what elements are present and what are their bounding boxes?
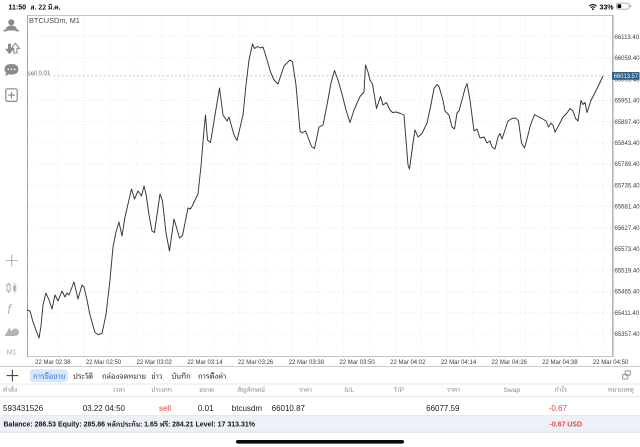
svg-text:593431526: 593431526 bbox=[3, 404, 44, 413]
svg-text:22 Mar 02:50: 22 Mar 02:50 bbox=[86, 360, 122, 366]
svg-text:65897.40: 65897.40 bbox=[615, 120, 640, 126]
svg-text:22 Mar 03:26: 22 Mar 03:26 bbox=[238, 360, 274, 366]
svg-text:M1: M1 bbox=[7, 348, 17, 357]
svg-text:66113.40: 66113.40 bbox=[615, 35, 640, 41]
svg-text:33%: 33% bbox=[599, 4, 614, 11]
svg-text:22 Mar 04:14: 22 Mar 04:14 bbox=[441, 360, 477, 366]
svg-text:S/L: S/L bbox=[344, 387, 354, 394]
svg-text:-0.67: -0.67 bbox=[550, 422, 566, 429]
svg-text:f: f bbox=[7, 302, 12, 317]
svg-text:65357.40: 65357.40 bbox=[615, 332, 640, 338]
svg-text:66077.59: 66077.59 bbox=[426, 404, 460, 413]
svg-text:1.65: 1.65 bbox=[144, 422, 158, 429]
svg-text:65519.40: 65519.40 bbox=[615, 268, 640, 274]
svg-text:22 Mar 04:38: 22 Mar 04:38 bbox=[542, 360, 578, 366]
svg-text:65843.40: 65843.40 bbox=[615, 141, 640, 147]
svg-text:22 Mar 03:38: 22 Mar 03:38 bbox=[289, 360, 325, 366]
svg-text:BTCUSDm, M1: BTCUSDm, M1 bbox=[29, 16, 80, 25]
svg-text:22 Mar 03:02: 22 Mar 03:02 bbox=[137, 360, 173, 366]
svg-text:22 Mar 04:02: 22 Mar 04:02 bbox=[390, 360, 426, 366]
svg-text:22 Mar 02:38: 22 Mar 02:38 bbox=[35, 360, 71, 366]
svg-text:USD: USD bbox=[567, 422, 582, 429]
svg-text:65789.40: 65789.40 bbox=[615, 162, 640, 168]
svg-text:66013.57: 66013.57 bbox=[614, 73, 639, 80]
svg-text:Swap: Swap bbox=[504, 387, 521, 394]
svg-text:22 Mar 03:50: 22 Mar 03:50 bbox=[339, 360, 375, 366]
svg-text:65573.40: 65573.40 bbox=[615, 247, 640, 253]
svg-text:65627.40: 65627.40 bbox=[615, 226, 640, 232]
svg-text:Balance: 286.53 Equity: 285.86: Balance: 286.53 Equity: 285.86 bbox=[4, 422, 106, 429]
svg-text:0.01: 0.01 bbox=[198, 404, 214, 413]
svg-text:sell: sell bbox=[159, 404, 171, 413]
svg-text:66059.40: 66059.40 bbox=[615, 56, 640, 62]
svg-text:65735.40: 65735.40 bbox=[615, 183, 640, 189]
svg-text:66005.40: 66005.40 bbox=[615, 77, 640, 83]
svg-text:66010.87: 66010.87 bbox=[272, 404, 306, 413]
svg-text:22 Mar 04:50: 22 Mar 04:50 bbox=[593, 360, 629, 366]
svg-text:-0.67: -0.67 bbox=[549, 404, 568, 413]
svg-text:22 Mar 04:26: 22 Mar 04:26 bbox=[492, 360, 528, 366]
svg-text:65411.40: 65411.40 bbox=[615, 311, 640, 317]
svg-text:65681.40: 65681.40 bbox=[615, 205, 640, 211]
svg-text:btcusdm: btcusdm bbox=[232, 404, 263, 413]
svg-text:11:50: 11:50 bbox=[9, 4, 27, 11]
svg-text:T/P: T/P bbox=[394, 387, 405, 394]
svg-text:sell 0.01: sell 0.01 bbox=[28, 71, 51, 77]
svg-text:284.21 Level: 17 313.31%: 284.21 Level: 17 313.31% bbox=[172, 422, 256, 429]
svg-text:03.22 04:50: 03.22 04:50 bbox=[83, 404, 126, 413]
svg-text:65465.40: 65465.40 bbox=[615, 290, 640, 296]
svg-text:22 Mar 03:14: 22 Mar 03:14 bbox=[187, 360, 223, 366]
svg-text:65951.40: 65951.40 bbox=[615, 99, 640, 105]
